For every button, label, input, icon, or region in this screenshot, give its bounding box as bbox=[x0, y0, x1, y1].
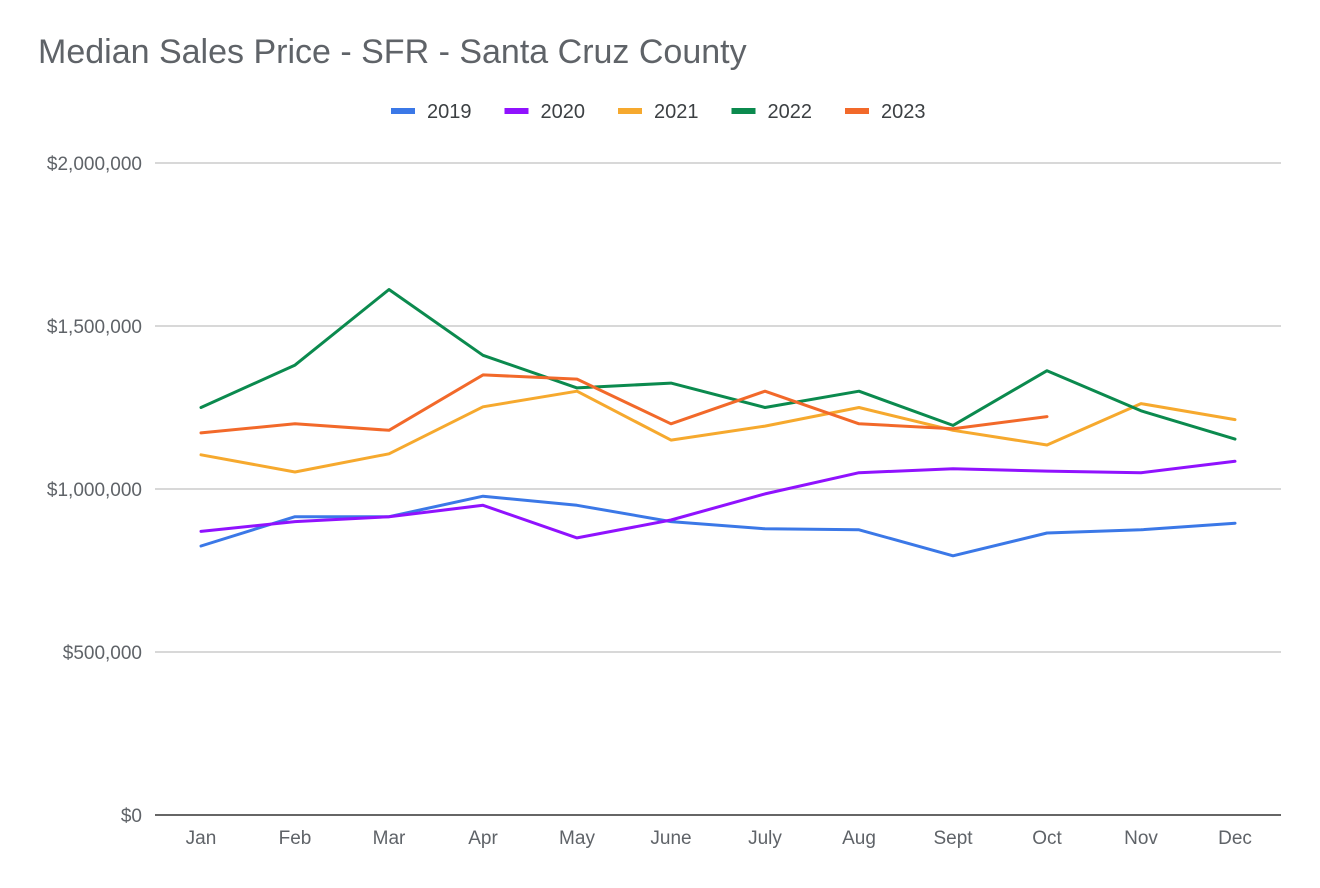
y-tick-label: $0 bbox=[121, 806, 142, 827]
y-tick-label: $2,000,000 bbox=[47, 154, 142, 175]
series-line-2021 bbox=[199, 389, 1237, 474]
series-line-2022 bbox=[199, 288, 1237, 441]
x-tick-label: Nov bbox=[1124, 828, 1158, 849]
x-tick-label: Mar bbox=[373, 828, 406, 849]
x-axis-ticks: Jan Feb Mar Apr May June July Aug Sept Oct Nov Dec bbox=[186, 828, 1252, 849]
x-tick-label: Apr bbox=[468, 828, 498, 849]
series-line-2023 bbox=[199, 373, 1049, 435]
series-line-2020 bbox=[199, 459, 1237, 540]
y-tick-label: $1,500,000 bbox=[47, 317, 142, 338]
x-tick-label: Aug bbox=[842, 828, 876, 849]
legend-label: 2019 bbox=[427, 101, 472, 123]
legend-label: 2022 bbox=[768, 101, 813, 123]
gridlines bbox=[155, 162, 1281, 816]
y-tick-label: $500,000 bbox=[63, 643, 142, 664]
legend-item-2019: 2019 bbox=[391, 101, 472, 123]
x-tick-label: June bbox=[650, 828, 691, 849]
x-tick-label: Feb bbox=[279, 828, 312, 849]
legend-item-2022: 2022 bbox=[731, 101, 813, 123]
x-tick-label: Dec bbox=[1218, 828, 1252, 849]
x-tick-label: May bbox=[559, 828, 595, 849]
legend: 2019 2020 2021 2022 2023 bbox=[391, 101, 926, 123]
y-axis-ticks: $0 $500,000 $1,000,000 $1,500,000 $2,000,000 bbox=[47, 154, 142, 827]
x-tick-label: Jan bbox=[186, 828, 217, 849]
legend-item-2023: 2023 bbox=[845, 101, 926, 123]
legend-label: 2021 bbox=[654, 101, 699, 123]
legend-label: 2020 bbox=[541, 101, 586, 123]
x-tick-label: Oct bbox=[1032, 828, 1062, 849]
x-tick-label: July bbox=[748, 828, 782, 849]
series-line-2019 bbox=[199, 494, 1237, 558]
legend-item-2021: 2021 bbox=[618, 101, 699, 123]
series-lines bbox=[199, 288, 1237, 558]
y-tick-label: $1,000,000 bbox=[47, 480, 142, 501]
x-tick-label: Sept bbox=[933, 828, 973, 849]
legend-item-2020: 2020 bbox=[504, 101, 586, 123]
legend-label: 2023 bbox=[881, 101, 926, 123]
chart-title: Median Sales Price - SFR - Santa Cruz Co… bbox=[38, 33, 747, 71]
